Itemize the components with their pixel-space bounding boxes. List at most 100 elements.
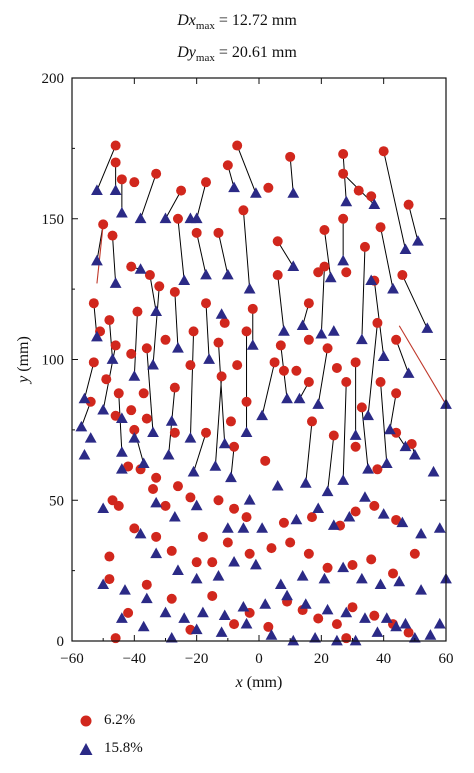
point-6-2 [306, 512, 317, 523]
displacement-vector [214, 376, 223, 467]
dy-max-annotation: Dymax = 20.61 mm [0, 44, 474, 64]
data-points [75, 140, 452, 646]
point-15-8 [362, 463, 374, 474]
legend-item-15-8: 15.8% [78, 740, 143, 757]
point-15-8 [109, 184, 122, 195]
point-15-8 [240, 617, 253, 629]
dx-symbol: Dx [177, 12, 196, 29]
point-6-2 [88, 298, 99, 309]
point-15-8 [433, 617, 446, 629]
point-15-8 [228, 181, 240, 193]
point-15-8 [197, 606, 209, 618]
point-15-8 [212, 570, 225, 581]
point-15-8 [221, 522, 234, 533]
point-6-2 [272, 270, 283, 281]
point-6-2 [141, 413, 152, 424]
point-6-2 [353, 185, 364, 196]
point-6-2 [350, 357, 361, 368]
point-15-8 [299, 598, 312, 609]
point-6-2 [104, 551, 115, 562]
point-15-8 [315, 327, 328, 339]
point-6-2 [229, 619, 240, 630]
point-6-2 [260, 455, 271, 466]
point-15-8 [165, 631, 178, 643]
displacement-vector [205, 303, 210, 360]
displacement-vector [146, 348, 154, 433]
point-15-8 [115, 412, 128, 423]
point-15-8 [359, 491, 371, 502]
point-6-2 [151, 168, 162, 179]
point-6-2 [338, 149, 349, 160]
point-15-8 [78, 449, 91, 460]
point-6-2 [154, 281, 165, 292]
point-15-8 [178, 274, 191, 286]
point-6-2 [369, 500, 380, 511]
displacement-vector [152, 286, 160, 366]
displacement-vector [242, 210, 251, 290]
y-axis-unit: (mm) [15, 336, 32, 376]
point-15-8 [337, 254, 350, 266]
point-15-8 [274, 578, 287, 590]
point-15-8 [340, 195, 353, 207]
point-15-8 [147, 358, 159, 370]
point-6-2 [232, 360, 243, 371]
point-15-8 [172, 342, 184, 353]
displacement-vector [408, 204, 419, 242]
point-6-2 [123, 607, 134, 618]
point-6-2 [391, 427, 402, 438]
point-15-8 [384, 423, 396, 435]
point-6-2 [306, 416, 317, 427]
displacement-vector [395, 339, 410, 374]
point-6-2 [331, 619, 342, 630]
point-6-2 [406, 438, 417, 449]
point-15-8 [402, 367, 415, 378]
y-axis-label: y (mm) [15, 336, 32, 385]
point-15-8 [165, 415, 178, 426]
x-tick-label: −60 [60, 651, 83, 667]
point-6-2 [201, 177, 212, 188]
point-6-2 [366, 191, 377, 202]
point-15-8 [380, 457, 393, 468]
point-15-8 [433, 522, 446, 533]
point-15-8 [278, 325, 290, 336]
point-15-8 [281, 589, 293, 601]
x-axis-var: x [235, 674, 243, 691]
displacement-vector [401, 274, 428, 329]
point-6-2 [169, 382, 180, 393]
point-15-8 [349, 429, 362, 440]
point-6-2 [101, 374, 112, 385]
displacement-vector [174, 291, 179, 349]
point-15-8 [327, 519, 340, 530]
displacement-vector [383, 151, 406, 250]
point-6-2 [391, 514, 402, 525]
point-6-2 [366, 554, 377, 565]
point-15-8 [91, 330, 103, 342]
point-6-2 [216, 371, 227, 382]
point-15-8 [318, 572, 331, 584]
point-6-2 [160, 500, 171, 511]
point-6-2 [372, 317, 383, 328]
point-6-2 [185, 492, 196, 503]
point-6-2 [222, 160, 233, 171]
x-axis-label: x (mm) [235, 674, 283, 691]
point-15-8 [190, 212, 203, 224]
point-15-8 [293, 392, 306, 404]
point-6-2 [356, 402, 367, 413]
x-tick-label: 20 [314, 651, 329, 667]
point-15-8 [237, 522, 250, 533]
point-15-8 [415, 527, 427, 539]
point-6-2 [213, 227, 224, 238]
point-6-2 [285, 537, 296, 548]
point-15-8 [237, 601, 250, 612]
point-6-2 [201, 298, 212, 309]
x-tick-label: 60 [439, 651, 454, 667]
point-15-8 [246, 339, 259, 350]
point-6-2 [129, 177, 140, 188]
point-15-8 [349, 634, 362, 646]
point-15-8 [327, 325, 340, 336]
point-15-8 [408, 449, 421, 460]
displacement-vector [277, 274, 285, 332]
point-15-8 [249, 187, 262, 198]
point-6-2 [229, 441, 240, 452]
